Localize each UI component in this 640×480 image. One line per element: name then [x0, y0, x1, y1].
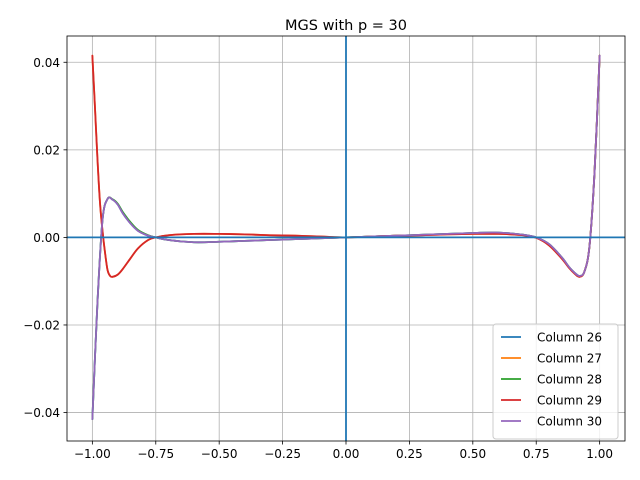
chart-title: MGS with p = 30	[285, 18, 407, 34]
legend-label: Column 27	[537, 352, 602, 366]
legend-entry: Column 30	[501, 415, 602, 429]
reference-lines	[67, 36, 625, 441]
legend-entry: Column 29	[501, 394, 602, 408]
legend-label: Column 30	[537, 415, 602, 429]
legend-box	[492, 323, 619, 440]
x-tick-label: 0.00	[333, 447, 360, 461]
x-tick-label: −0.50	[201, 447, 238, 461]
x-axis: −1.00 −0.75 −0.50 −0.25 0.00 0.25 0.50 0.75 1.00	[74, 441, 613, 461]
legend-entry: Column 28	[501, 373, 602, 387]
y-tick-label: −0.04	[23, 406, 60, 420]
legend-label: Column 29	[537, 394, 602, 408]
legend-entry: Column 26	[501, 331, 602, 345]
x-tick-label: 0.50	[459, 447, 486, 461]
y-tick-label: 0.00	[33, 231, 60, 245]
x-tick-label: 1.00	[586, 447, 613, 461]
y-tick-label: 0.02	[33, 143, 60, 157]
legend-entry: Column 27	[501, 352, 602, 366]
x-tick-label: −1.00	[74, 447, 111, 461]
x-tick-label: 0.75	[523, 447, 550, 461]
y-tick-label: 0.04	[33, 56, 60, 70]
x-tick-label: 0.25	[396, 447, 423, 461]
x-tick-label: −0.75	[137, 447, 174, 461]
y-tick-label: −0.02	[23, 318, 60, 332]
y-axis: −0.04 −0.02 0.00 0.02 0.04	[23, 56, 67, 420]
legend-label: Column 28	[537, 373, 602, 387]
legend-label: Column 26	[537, 331, 602, 345]
x-tick-label: −0.25	[264, 447, 301, 461]
legend: Column 26 Column 27 Column 28 Column 29 Colu…	[492, 323, 619, 440]
